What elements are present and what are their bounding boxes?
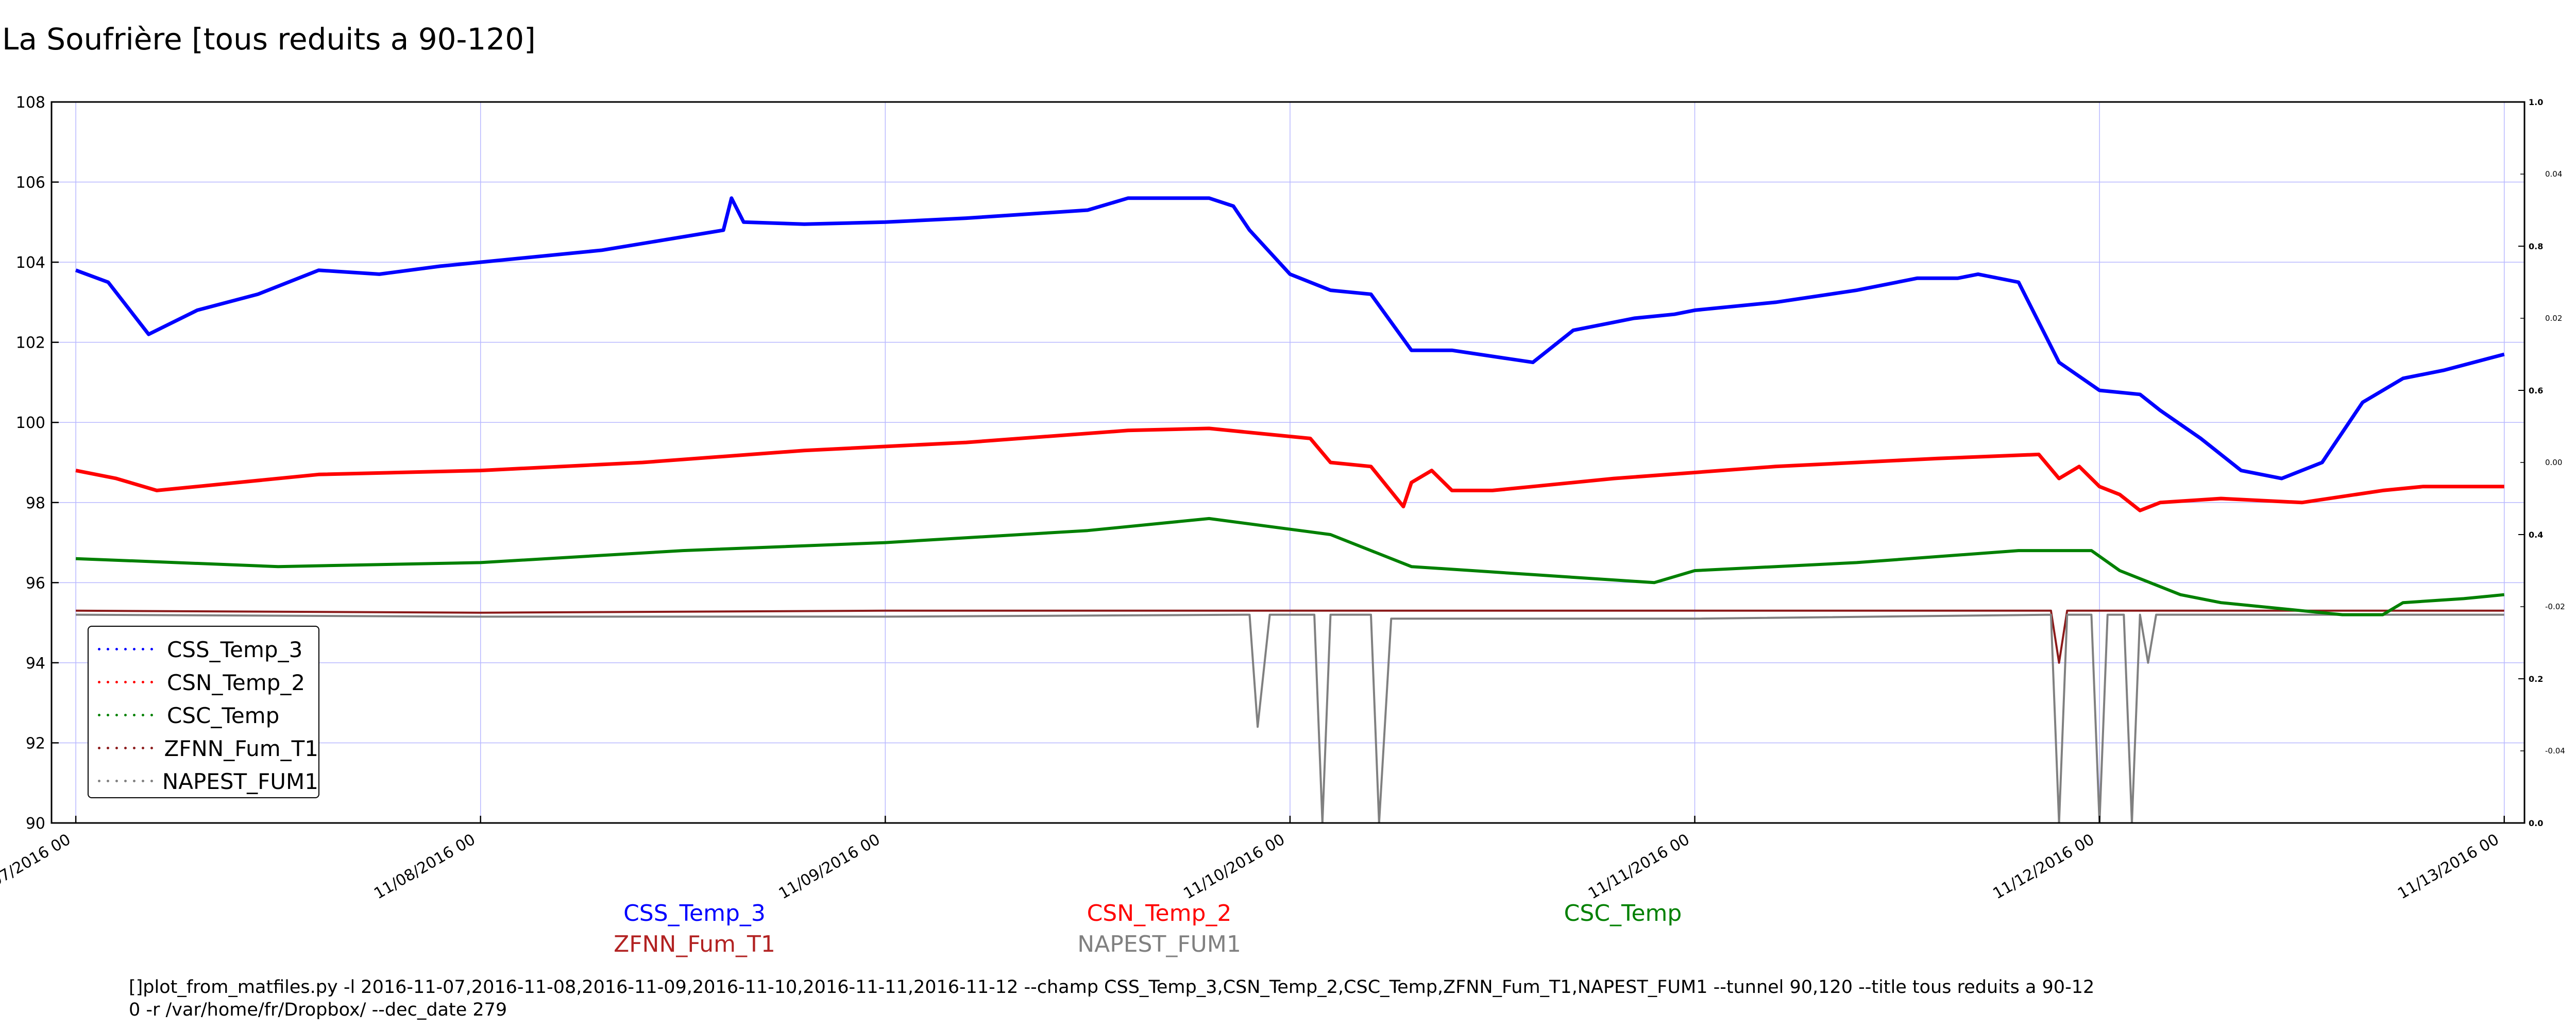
- legend-swatch-dot: [133, 780, 135, 782]
- y-tick-label: 90: [26, 815, 45, 833]
- legend-swatch-dot: [150, 681, 153, 683]
- command-line-text: []plot_from_matfiles.py -l 2016-11-07,20…: [129, 976, 2094, 1021]
- x-tick-label: 11/08/2016 00: [371, 831, 479, 903]
- legend-swatch-dot: [133, 681, 135, 683]
- legend-swatch-dot: [98, 747, 100, 749]
- legend-item: ZFNN_Fum_T1: [98, 732, 318, 765]
- x-tick-label: 11/13/2016 00: [2395, 831, 2502, 903]
- legend-swatch-dot: [150, 714, 153, 716]
- y-tick-label: 100: [16, 414, 45, 432]
- right-tick-label: 0.2: [2529, 674, 2543, 684]
- legend-swatch-dot: [107, 648, 109, 650]
- legend: CSS_Temp_3 CSN_Temp_2 CSC_Temp ZFNN_Fum_…: [88, 626, 319, 798]
- y-tick-label: 94: [26, 655, 45, 673]
- legend-label: CSC_Temp: [167, 702, 280, 728]
- legend-item: CSC_Temp: [98, 699, 318, 732]
- x-tick-label: 11/09/2016 00: [776, 831, 884, 903]
- right-tick-label-secondary: 0.04: [2545, 169, 2562, 179]
- series-line-css-temp-3: [75, 196, 2505, 480]
- legend-swatch-dot: [107, 780, 109, 782]
- chart-title: La Soufrière [tous reduits a 90-120]: [2, 22, 536, 57]
- legend-swatch-dot: [142, 648, 144, 650]
- legend-swatch-dot: [142, 681, 144, 683]
- legend-label: ZFNN_Fum_T1: [164, 735, 318, 761]
- legend-swatch-dot: [133, 648, 135, 650]
- legend-swatch-dot: [107, 747, 109, 749]
- legend-swatch-dot: [107, 714, 109, 716]
- legend-item: CSN_Temp_2: [98, 666, 318, 699]
- legend-swatch-dot: [98, 681, 100, 683]
- legend-swatch-dot: [150, 648, 153, 650]
- legend-label: CSN_Temp_2: [167, 670, 306, 695]
- legend-swatch-dot: [133, 714, 135, 716]
- command-line-2: 0 -r /var/home/fr/Dropbox/ --dec_date 27…: [129, 1000, 507, 1020]
- legend-swatch-dot: [142, 714, 144, 716]
- legend-swatch-dot: [98, 780, 100, 782]
- x-tick-label: 11/07/2016 00: [0, 831, 74, 903]
- right-tick-label-secondary: -0.02: [2545, 602, 2565, 611]
- legend-swatch-dot: [124, 780, 127, 782]
- legend-swatch-dot: [98, 648, 100, 650]
- series-line-zfnn-fum-t1: [76, 609, 2504, 664]
- legend-item: NAPEST_FUM1: [98, 765, 318, 798]
- y-tick-label: 102: [16, 334, 45, 352]
- legend-label: CSS_Temp_3: [167, 637, 303, 662]
- command-line-1: []plot_from_matfiles.py -l 2016-11-07,20…: [129, 977, 2095, 998]
- y-tick-label: 96: [26, 574, 45, 592]
- legend-swatch-dot: [124, 648, 127, 650]
- legend-swatch-dot: [142, 780, 144, 782]
- axis-layer: 90 92 94 96 98 100 102 104 106 108 11/07/2016 00 11…: [0, 94, 2565, 903]
- plot-frame: [50, 101, 2526, 824]
- legend-swatch: [98, 680, 155, 685]
- legend-swatch-dot: [124, 681, 127, 683]
- legend-swatch-dot: [98, 714, 100, 716]
- legend-swatch: [98, 647, 155, 652]
- legend-swatch-dot: [150, 780, 153, 782]
- legend-swatch-dot: [133, 747, 135, 749]
- y-tick-label: 104: [16, 254, 45, 272]
- y-tick-label: 108: [16, 94, 45, 112]
- grid-lines: [52, 102, 2524, 823]
- legend-swatch: [98, 779, 153, 784]
- legend-swatch-dot: [115, 681, 118, 683]
- right-tick-label-secondary: 0.00: [2545, 458, 2562, 467]
- legend-swatch-dot: [142, 747, 144, 749]
- legend-swatch-dot: [124, 714, 127, 716]
- right-tick-label: 0.6: [2529, 386, 2543, 396]
- y-tick-label: 106: [16, 174, 45, 192]
- right-tick-label: 1.0: [2529, 97, 2543, 107]
- right-tick-label-secondary: -0.04: [2545, 746, 2565, 756]
- legend-swatch-dot: [115, 747, 118, 749]
- legend-swatch-dot: [150, 747, 153, 749]
- right-tick-label: 0.8: [2529, 242, 2543, 251]
- right-tick-label: 0.4: [2529, 530, 2543, 540]
- right-tick-label: 0.0: [2529, 818, 2543, 828]
- x-tick-label: 11/11/2016 00: [1585, 831, 1693, 903]
- legend-swatch: [98, 746, 153, 751]
- x-tick-label: 11/12/2016 00: [1990, 831, 2098, 903]
- legend-label: NAPEST_FUM1: [162, 768, 318, 794]
- series-line-csc-temp: [75, 517, 2504, 616]
- y-tick-label: 92: [26, 734, 45, 752]
- right-tick-label-secondary: 0.02: [2545, 314, 2562, 323]
- series-layer: [75, 196, 2505, 823]
- y-tick-label: 98: [26, 494, 45, 512]
- series-line-napest-fum1: [76, 613, 2504, 823]
- legend-swatch-dot: [107, 681, 109, 683]
- series-line-csn-temp-2: [75, 426, 2504, 512]
- legend-swatch: [98, 713, 155, 718]
- legend-swatch-dot: [115, 714, 118, 716]
- legend-item: CSS_Temp_3: [98, 633, 318, 666]
- legend-swatch-dot: [115, 780, 118, 782]
- legend-swatch-dot: [124, 747, 127, 749]
- legend-swatch-dot: [115, 648, 118, 650]
- x-tick-label: 11/10/2016 00: [1180, 831, 1288, 903]
